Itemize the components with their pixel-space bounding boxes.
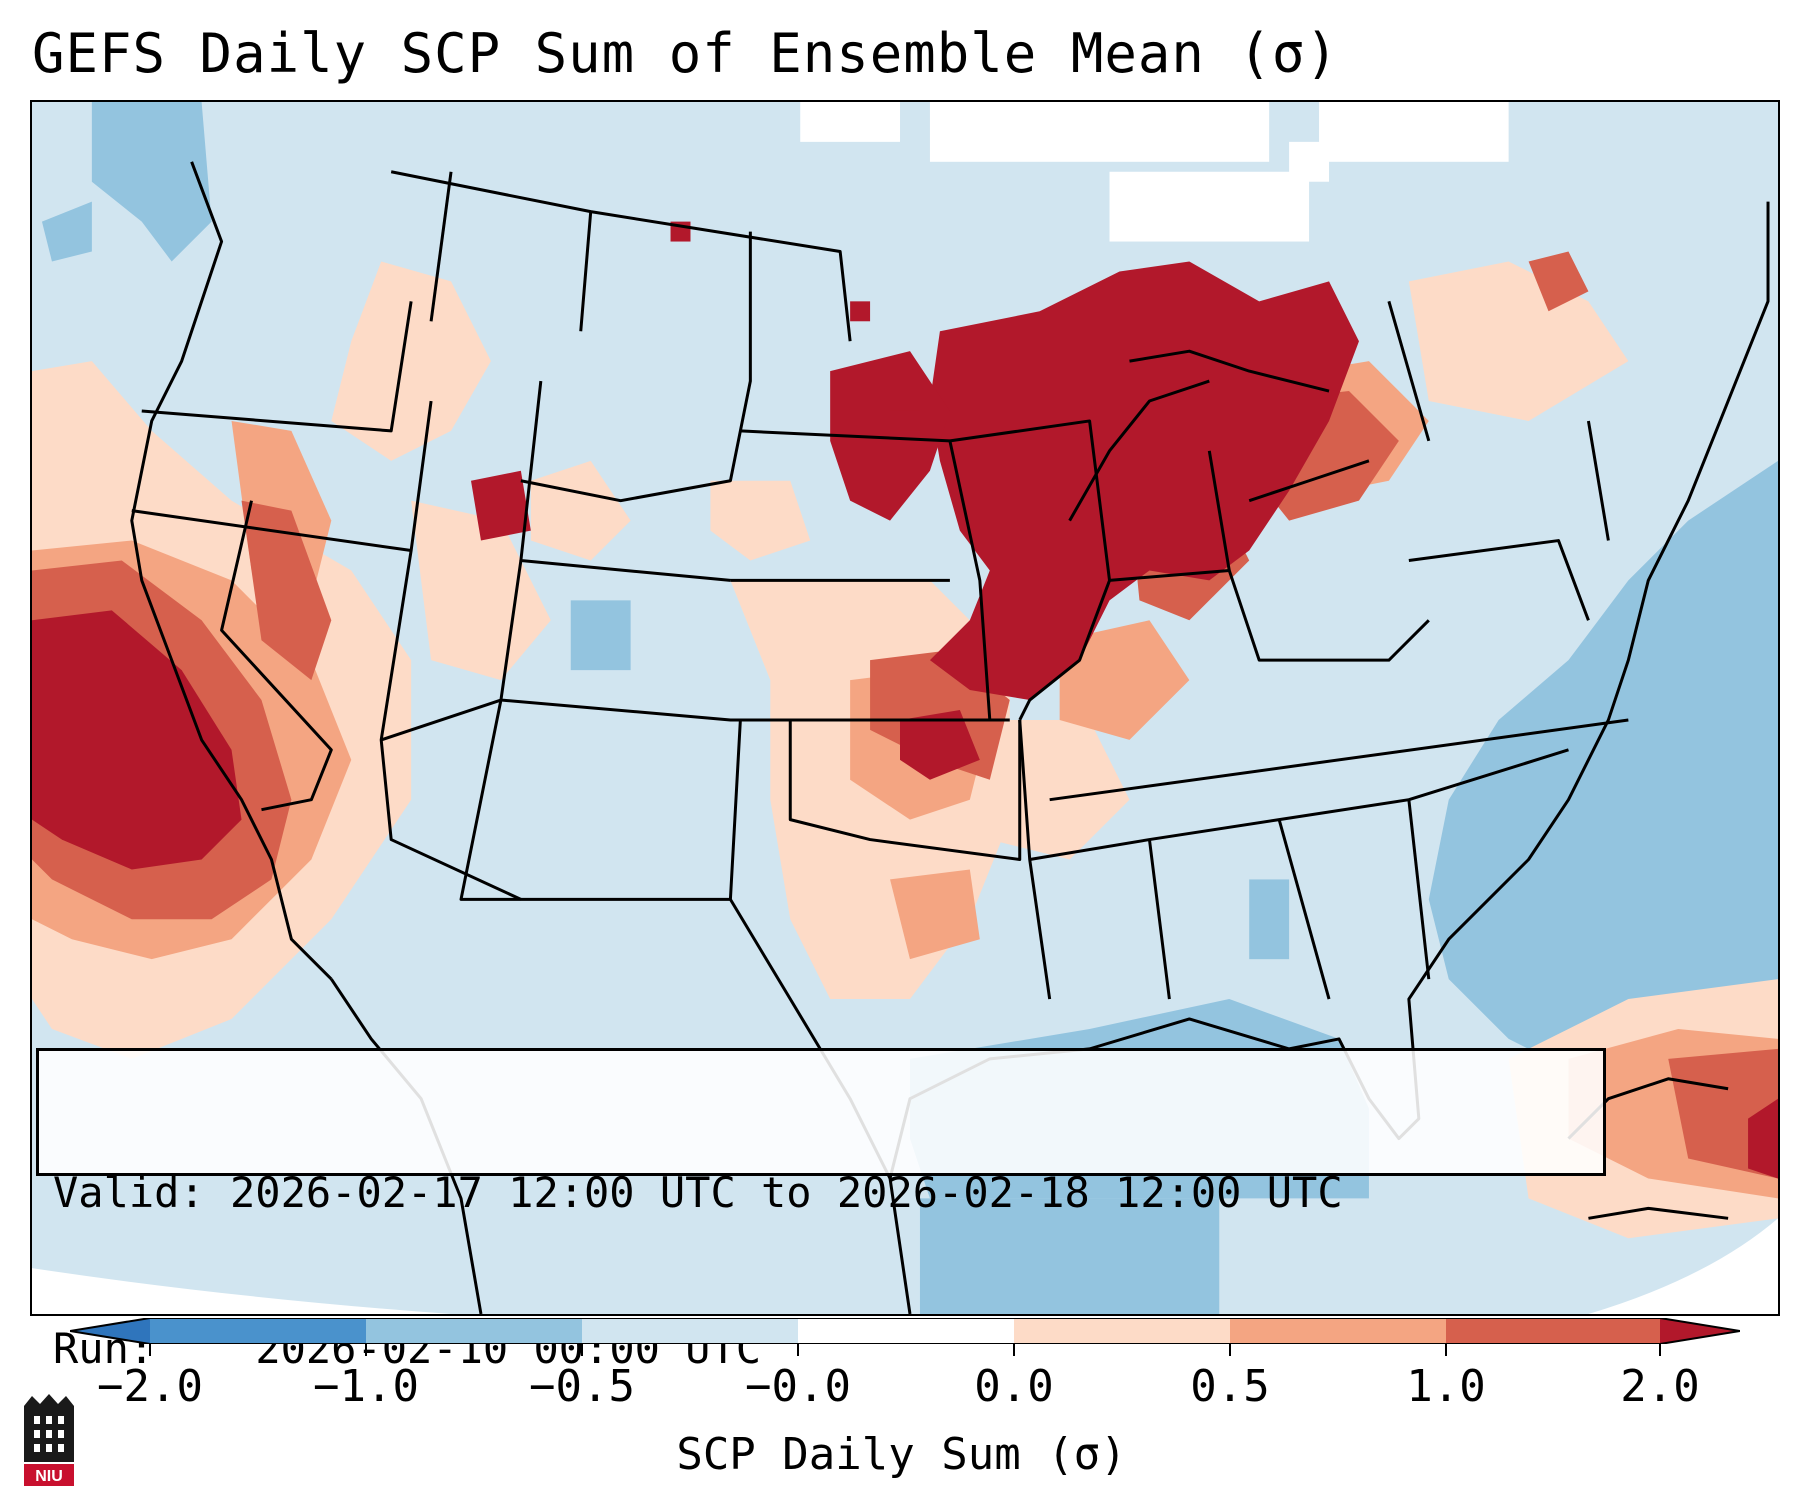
niu-logo-icon: NIU xyxy=(24,1394,74,1486)
colorbar-bin-3 xyxy=(582,1318,798,1344)
tick-label-7: 1.0 xyxy=(1406,1361,1486,1412)
state-borders xyxy=(130,161,1629,1000)
valid-label: Valid: xyxy=(53,1168,205,1217)
valid-row: Valid: 2026-02-17 12:00 UTC to 2026-02-1… xyxy=(53,1167,1603,1219)
tick-label-2: −1.0 xyxy=(313,1361,419,1412)
tick-label-5: 0.0 xyxy=(974,1361,1054,1412)
colorbar-extend-right xyxy=(1660,1318,1740,1344)
map-title: GEFS Daily SCP Sum of Ensemble Mean (σ) xyxy=(32,22,1339,85)
colorbar xyxy=(70,1318,1740,1344)
colorbar-bin-2 xyxy=(366,1318,582,1344)
tick-label-4: −0.0 xyxy=(745,1361,851,1412)
colorbar-bin-6 xyxy=(1230,1318,1446,1344)
colorbar-extend-left xyxy=(70,1318,150,1344)
logo-text: NIU xyxy=(35,1468,63,1485)
colorbar-ticks xyxy=(149,1344,1661,1356)
tick-label-6: 0.5 xyxy=(1190,1361,1270,1412)
colorbar-bin-4 xyxy=(798,1318,1014,1344)
valid-time-box: Valid: 2026-02-17 12:00 UTC to 2026-02-1… xyxy=(36,1048,1606,1373)
tick-label-3: −0.5 xyxy=(529,1361,635,1412)
valid-range: 2026-02-17 12:00 UTC to 2026-02-18 12:00… xyxy=(230,1168,1343,1217)
projection-edge-right xyxy=(1588,1218,1778,1314)
projection-edge xyxy=(32,1268,452,1314)
tick-label-1: −2.0 xyxy=(97,1361,203,1412)
colorbar-label: SCP Daily Sum (σ) xyxy=(676,1429,1127,1480)
tick-label-8: 2.0 xyxy=(1620,1361,1700,1412)
colorbar-bin-1 xyxy=(150,1318,366,1344)
colorbar-bin-5 xyxy=(1014,1318,1230,1344)
no-data-areas xyxy=(800,102,1509,242)
colorbar-bin-7 xyxy=(1446,1318,1660,1344)
